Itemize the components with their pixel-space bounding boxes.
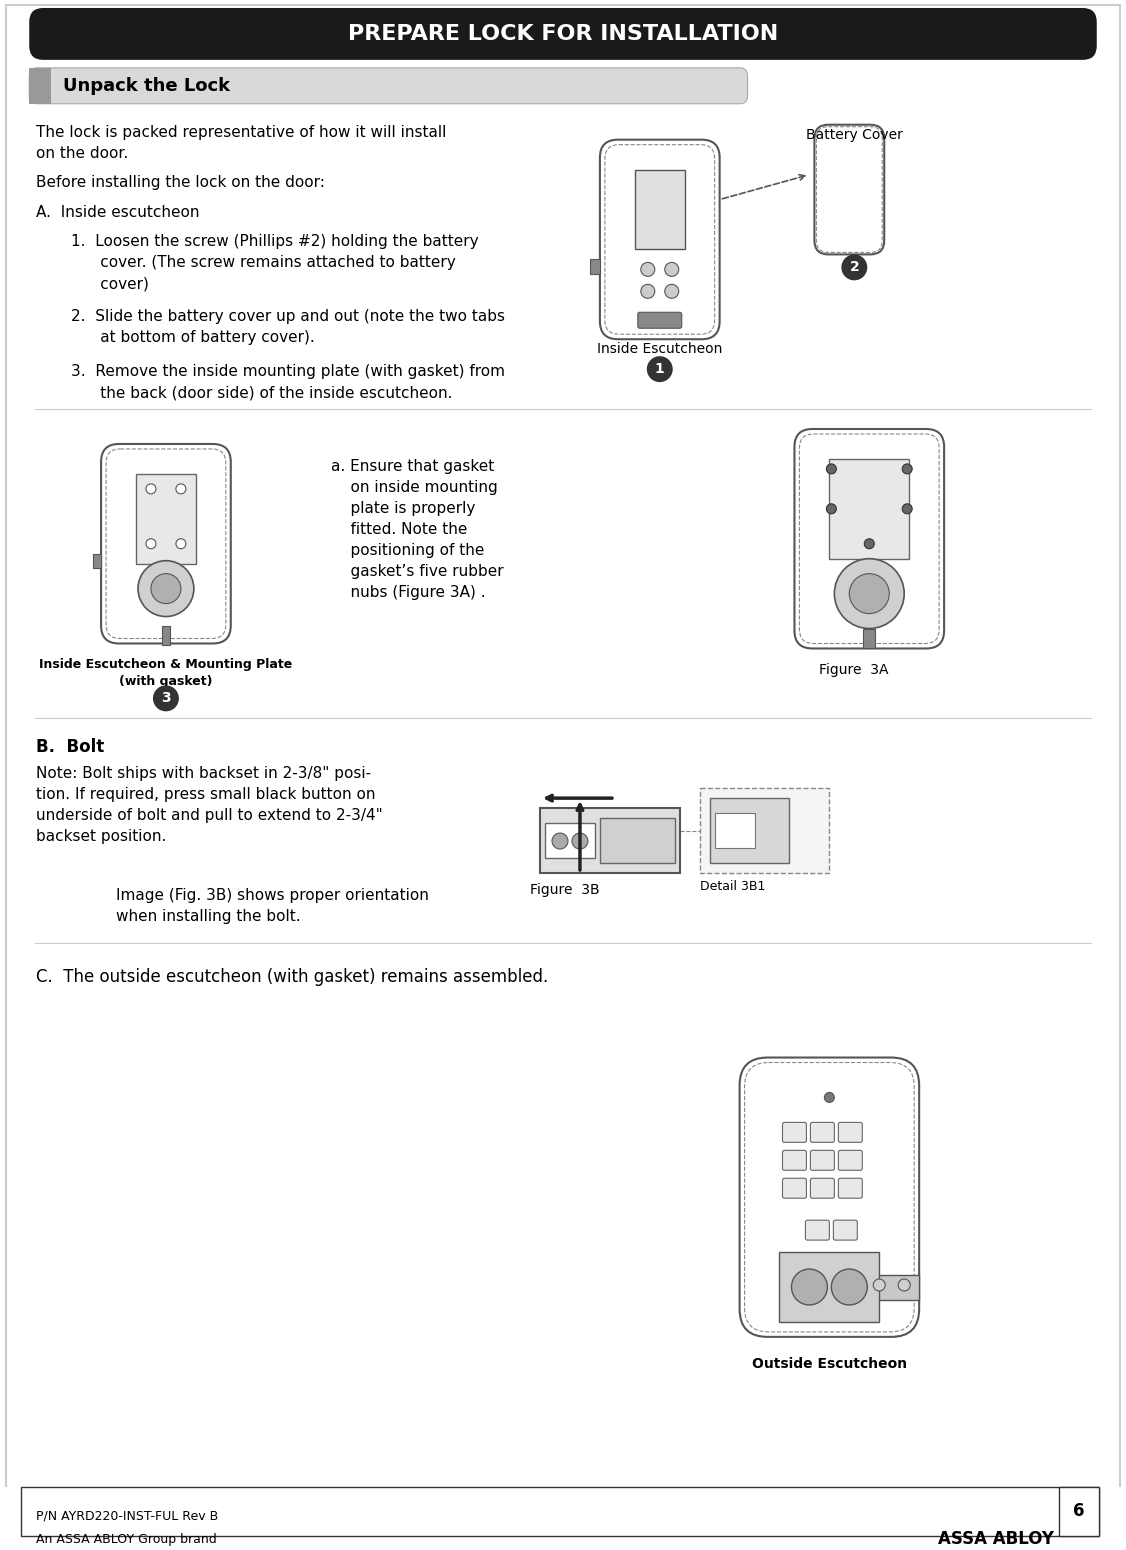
Bar xyxy=(162,626,170,645)
Bar xyxy=(29,68,51,104)
Circle shape xyxy=(552,832,568,849)
Circle shape xyxy=(151,574,181,603)
Circle shape xyxy=(824,1093,834,1102)
Text: Note: Bolt ships with backset in 2-3/8" posi-
tion. If required, press small bla: Note: Bolt ships with backset in 2-3/8" … xyxy=(36,766,383,845)
Circle shape xyxy=(641,284,655,298)
Bar xyxy=(1,1486,1125,1547)
Circle shape xyxy=(831,1269,867,1305)
Bar xyxy=(779,1252,879,1322)
FancyBboxPatch shape xyxy=(811,1122,834,1142)
Circle shape xyxy=(902,504,912,513)
Text: Outside Escutcheon: Outside Escutcheon xyxy=(752,1356,906,1370)
Text: PREPARE LOCK FOR INSTALLATION: PREPARE LOCK FOR INSTALLATION xyxy=(348,23,778,43)
FancyBboxPatch shape xyxy=(101,443,231,643)
Circle shape xyxy=(176,539,186,549)
Circle shape xyxy=(153,685,179,711)
Text: C.  The outside escutcheon (with gasket) remains assembled.: C. The outside escutcheon (with gasket) … xyxy=(36,967,548,986)
FancyBboxPatch shape xyxy=(29,68,748,104)
Circle shape xyxy=(902,463,912,474)
Bar xyxy=(830,459,909,558)
FancyBboxPatch shape xyxy=(29,8,1097,60)
FancyBboxPatch shape xyxy=(805,1220,830,1240)
Circle shape xyxy=(841,254,867,281)
Text: 6: 6 xyxy=(1073,1502,1084,1521)
Bar xyxy=(715,814,754,848)
Bar xyxy=(540,808,680,873)
Circle shape xyxy=(792,1269,828,1305)
Circle shape xyxy=(176,484,186,494)
Bar xyxy=(590,259,600,274)
Text: The lock is packed representative of how it will install
on the door.: The lock is packed representative of how… xyxy=(36,124,447,161)
FancyBboxPatch shape xyxy=(783,1150,806,1170)
Text: Unpack the Lock: Unpack the Lock xyxy=(63,78,231,95)
Bar xyxy=(136,474,196,564)
Text: Image (Fig. 3B) shows proper orientation
when installing the bolt.: Image (Fig. 3B) shows proper orientation… xyxy=(116,888,429,924)
Circle shape xyxy=(146,484,155,494)
Text: B.  Bolt: B. Bolt xyxy=(36,738,105,756)
FancyBboxPatch shape xyxy=(637,312,681,329)
Bar xyxy=(21,1486,1099,1536)
Text: Battery Cover: Battery Cover xyxy=(806,127,903,141)
Circle shape xyxy=(849,574,890,614)
Text: Detail 3B1: Detail 3B1 xyxy=(699,880,765,893)
Text: Figure  3B: Figure 3B xyxy=(530,883,600,897)
FancyBboxPatch shape xyxy=(839,1122,863,1142)
Text: ASSA ABLOY: ASSA ABLOY xyxy=(938,1530,1054,1548)
Circle shape xyxy=(146,539,155,549)
Text: 3.  Remove the inside mounting plate (with gasket) from
      the back (door sid: 3. Remove the inside mounting plate (wit… xyxy=(71,364,506,400)
FancyBboxPatch shape xyxy=(783,1122,806,1142)
Circle shape xyxy=(664,284,679,298)
Text: Inside Escutcheon: Inside Escutcheon xyxy=(597,343,723,356)
Circle shape xyxy=(865,539,874,549)
Circle shape xyxy=(826,463,837,474)
Bar xyxy=(545,823,595,859)
FancyBboxPatch shape xyxy=(839,1178,863,1198)
Text: a. Ensure that gasket
    on inside mounting
    plate is properly
    fitted. N: a. Ensure that gasket on inside mounting… xyxy=(331,459,503,600)
FancyBboxPatch shape xyxy=(839,1150,863,1170)
Text: 1: 1 xyxy=(655,363,664,377)
Circle shape xyxy=(646,356,672,383)
Text: A.  Inside escutcheon: A. Inside escutcheon xyxy=(36,205,199,220)
Bar xyxy=(709,798,789,863)
Circle shape xyxy=(834,558,904,629)
Circle shape xyxy=(138,561,194,617)
FancyBboxPatch shape xyxy=(811,1150,834,1170)
Text: Before installing the lock on the door:: Before installing the lock on the door: xyxy=(36,175,325,189)
Circle shape xyxy=(641,262,655,276)
FancyBboxPatch shape xyxy=(833,1220,857,1240)
FancyBboxPatch shape xyxy=(795,429,944,648)
Text: 2: 2 xyxy=(849,260,859,274)
Text: Inside Escutcheon & Mounting Plate
(with gasket): Inside Escutcheon & Mounting Plate (with… xyxy=(39,659,293,688)
Bar xyxy=(699,787,830,873)
Circle shape xyxy=(874,1279,885,1291)
Bar xyxy=(93,553,101,567)
FancyBboxPatch shape xyxy=(814,124,884,254)
Text: 2.  Slide the battery cover up and out (note the two tabs
      at bottom of bat: 2. Slide the battery cover up and out (n… xyxy=(71,310,506,346)
Bar xyxy=(869,1276,919,1300)
Bar xyxy=(864,629,875,648)
Bar xyxy=(1058,1486,1099,1536)
FancyBboxPatch shape xyxy=(740,1057,919,1338)
Circle shape xyxy=(899,1279,910,1291)
FancyBboxPatch shape xyxy=(783,1178,806,1198)
Bar xyxy=(635,169,685,250)
Bar xyxy=(600,818,674,863)
Circle shape xyxy=(572,832,588,849)
Text: Figure  3A: Figure 3A xyxy=(820,663,888,677)
Text: P/N AYRD220-INST-FUL Rev B: P/N AYRD220-INST-FUL Rev B xyxy=(36,1510,218,1524)
Circle shape xyxy=(826,504,837,513)
Text: 3: 3 xyxy=(161,691,171,705)
Text: 1.  Loosen the screw (Phillips #2) holding the battery
      cover. (The screw r: 1. Loosen the screw (Phillips #2) holdin… xyxy=(71,234,479,291)
Circle shape xyxy=(664,262,679,276)
FancyBboxPatch shape xyxy=(811,1178,834,1198)
Text: An ASSA ABLOY Group brand: An ASSA ABLOY Group brand xyxy=(36,1533,217,1545)
FancyBboxPatch shape xyxy=(600,140,720,339)
